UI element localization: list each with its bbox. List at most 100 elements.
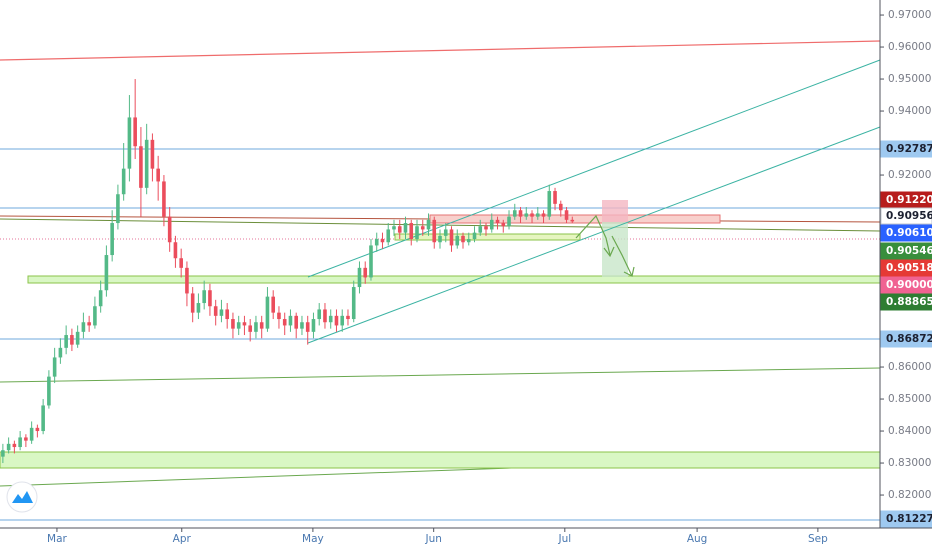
price-badge-label: 0.90518 [886,262,932,274]
trend-line [0,40,881,61]
candle-body [127,117,132,169]
price-badge-label: 0.90956 [886,210,932,222]
price-badge-label: 0.81227 [886,513,932,525]
candle-body [380,239,385,243]
candle-body [64,335,68,348]
candle-body [449,229,454,246]
candle-body [443,229,448,236]
candle-body [323,309,327,323]
price-badge [880,276,932,294]
candle-body [432,219,437,243]
candle-body [116,194,120,224]
resistance-zone [429,214,721,224]
candle-body [190,293,195,313]
price-badge-label: 0.90610 [886,227,932,239]
price-badge-label: 0.91220 [886,194,932,206]
x-tick-label: Aug [687,533,708,545]
candle-body [524,213,529,217]
zone [394,233,581,241]
price-badge [880,510,932,528]
candle-body [484,226,488,230]
x-tick-label: Apr [173,533,192,545]
candle-body [369,245,373,278]
logo-circle [6,481,38,513]
logo [6,481,38,513]
candle-body [461,235,465,243]
candle-body [196,303,201,313]
candle-body [254,322,258,332]
candle-body [208,290,212,307]
price-badge [880,259,932,277]
candle-body [29,427,34,441]
candle-body [530,213,534,217]
y-tick-label: 0.95000 [888,73,931,85]
candle-body [179,258,183,268]
candle-body [495,219,500,224]
y-tick-label: 0.96000 [888,41,931,53]
candle-body [271,296,276,313]
stop-zone [602,200,628,222]
candle-body [478,226,483,233]
candle-body [507,216,511,227]
candle-body [438,235,442,243]
candle-body [512,210,517,217]
candle-body [12,443,17,448]
candle-body [87,322,91,326]
candle-body [386,229,391,243]
channel-line [307,126,881,344]
candle-body [420,226,425,230]
candle-body [162,181,166,217]
candle-body [35,427,40,432]
candle-body [225,309,229,320]
candle-body [236,322,241,329]
candle-body [403,223,408,233]
x-tick-label: Jul [557,533,571,545]
candle-body [139,146,143,188]
candle-body [156,168,160,182]
price-badge [880,224,932,242]
support-zone [27,275,881,284]
candle-body [167,216,172,243]
candle-body [219,309,224,316]
candle-body [81,322,86,332]
candle-body [564,210,569,220]
y-tick-label: 0.83000 [888,457,931,469]
candle-body [121,168,126,195]
candle-body [213,306,218,316]
y-tick-label: 0.82000 [888,489,931,501]
y-tick-label: 0.86000 [888,361,931,373]
candle-body [231,319,235,329]
candle-body [288,315,293,326]
arrow [575,214,611,256]
price-badge-label: 0.90546 [886,245,932,257]
arrow [611,235,633,277]
price-badge-label: 0.88865 [886,296,932,308]
candle-body [570,219,575,222]
candle-body [144,139,149,188]
candle-body [351,287,356,320]
candle-body [294,315,299,329]
candle-body [58,347,63,358]
trend-line [0,367,881,383]
price-badge-label: 0.90000 [886,279,932,291]
price-badge-label: 0.86872 [886,333,932,345]
candle-body [328,315,333,323]
candle-body [518,210,523,217]
y-tick-label: 0.94000 [888,105,931,117]
y-tick-label: 0.85000 [888,393,931,405]
candle-body [133,117,137,147]
price-badge [880,293,932,311]
price-badge [880,207,932,225]
x-tick-label: Mar [47,533,67,545]
candle-body [334,315,339,326]
x-tick-label: Sep [808,533,828,545]
candle-body [317,309,322,320]
candle-body [259,322,264,329]
candle-body [248,325,252,332]
candle-body [489,219,494,230]
candle-body [466,239,471,243]
candle-body [409,223,414,240]
candle-body [553,191,557,204]
